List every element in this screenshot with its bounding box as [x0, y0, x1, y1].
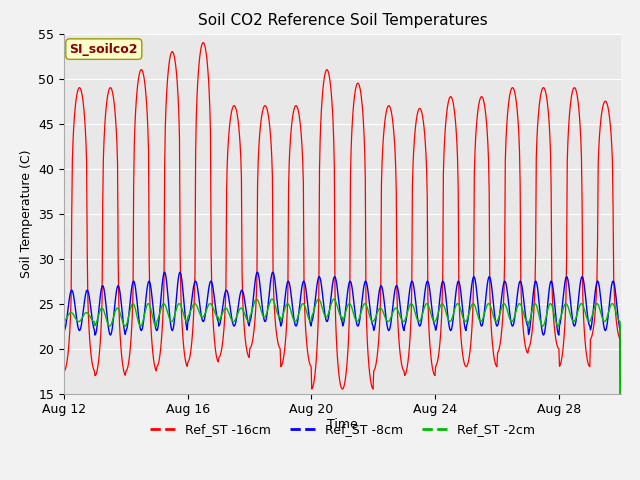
Line: Ref_ST -16cm: Ref_ST -16cm: [64, 43, 621, 480]
Ref_ST -2cm: [80, 312, 88, 318]
Ref_ST -8cm: [293, 322, 301, 327]
Ref_ST -2cm: [330, 296, 337, 302]
Ref_ST -16cm: [80, 108, 88, 113]
Ref_ST -16cm: [60, 368, 68, 374]
Ref_ST -8cm: [60, 328, 68, 334]
Ref_ST -8cm: [264, 310, 271, 315]
Title: Soil CO2 Reference Soil Temperatures: Soil CO2 Reference Soil Temperatures: [198, 13, 487, 28]
Ref_ST -2cm: [263, 311, 271, 316]
Line: Ref_ST -2cm: Ref_ST -2cm: [64, 299, 621, 480]
Y-axis label: Soil Temperature (C): Soil Temperature (C): [20, 149, 33, 278]
Ref_ST -16cm: [511, 88, 518, 94]
Ref_ST -8cm: [161, 269, 168, 275]
Ref_ST -2cm: [60, 319, 68, 324]
Legend: Ref_ST -16cm, Ref_ST -8cm, Ref_ST -2cm: Ref_ST -16cm, Ref_ST -8cm, Ref_ST -2cm: [145, 419, 540, 441]
Text: SI_soilco2: SI_soilco2: [70, 43, 138, 56]
Ref_ST -16cm: [264, 107, 271, 113]
Ref_ST -8cm: [511, 317, 518, 323]
Ref_ST -2cm: [511, 314, 518, 320]
X-axis label: Time: Time: [327, 418, 358, 431]
Ref_ST -8cm: [192, 278, 200, 284]
Line: Ref_ST -8cm: Ref_ST -8cm: [64, 272, 621, 480]
Ref_ST -2cm: [292, 318, 300, 324]
Ref_ST -16cm: [200, 40, 207, 46]
Ref_ST -16cm: [376, 309, 384, 315]
Ref_ST -2cm: [376, 305, 384, 311]
Ref_ST -8cm: [80, 302, 88, 308]
Ref_ST -2cm: [191, 301, 199, 307]
Ref_ST -8cm: [376, 284, 384, 290]
Ref_ST -16cm: [293, 104, 301, 109]
Ref_ST -16cm: [191, 271, 199, 276]
